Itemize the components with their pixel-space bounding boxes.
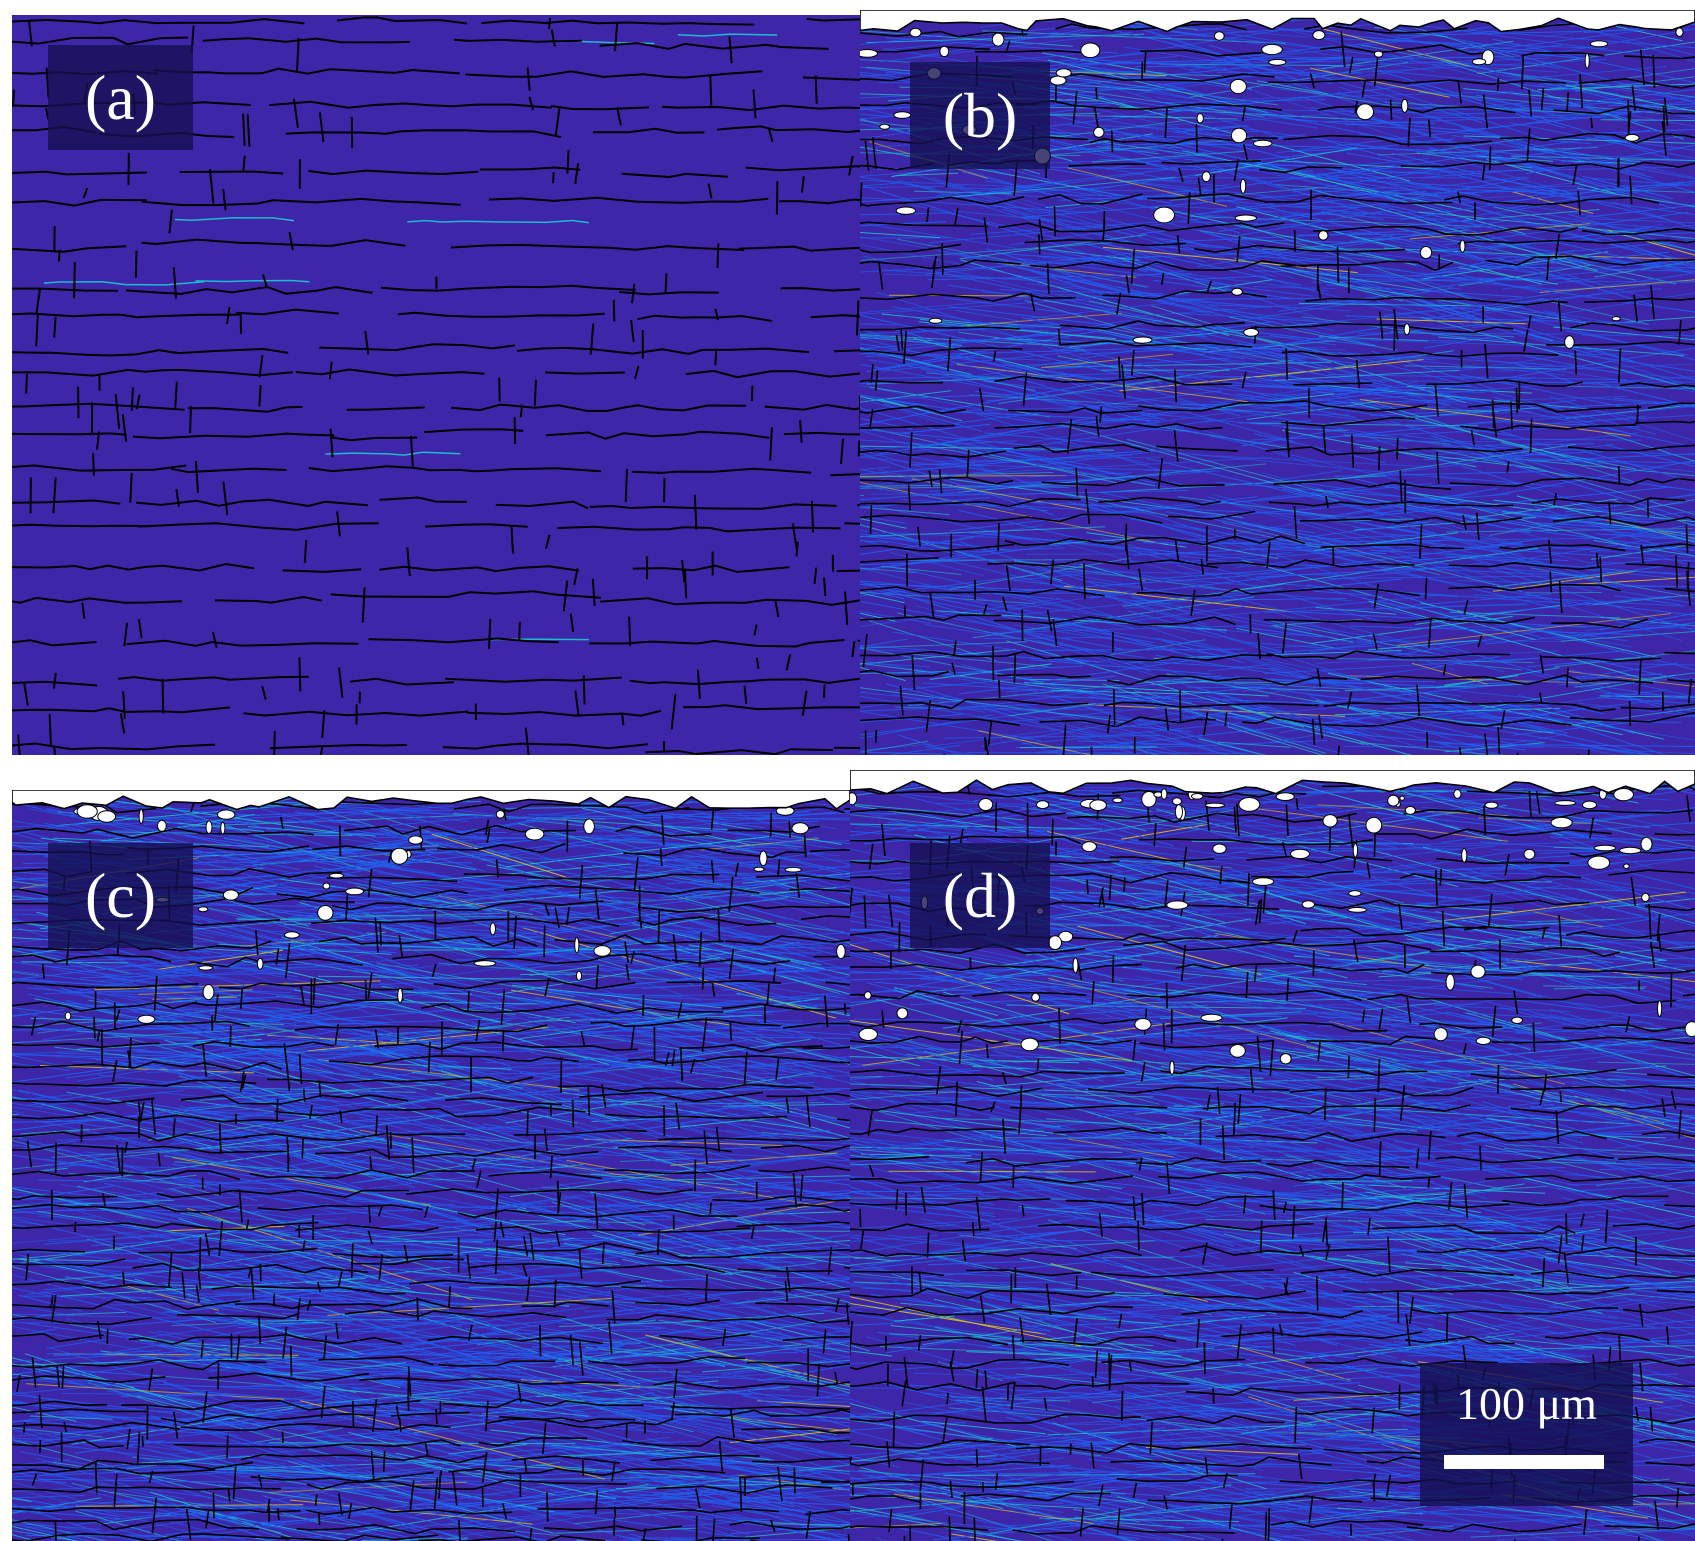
scale-bar-label: 100 μm [1456, 1378, 1597, 1429]
panel-label-c: (c) [48, 843, 193, 948]
ebsd-map-c [12, 790, 850, 1541]
scale-bar-box: 100 μm [1420, 1363, 1633, 1506]
scale-bar-line [1444, 1455, 1604, 1469]
micrograph-panel-c [12, 790, 850, 1541]
panel-label-b: (b) [910, 62, 1050, 169]
panel-label-a: (a) [48, 45, 193, 150]
panel-label-d: (d) [910, 843, 1050, 948]
